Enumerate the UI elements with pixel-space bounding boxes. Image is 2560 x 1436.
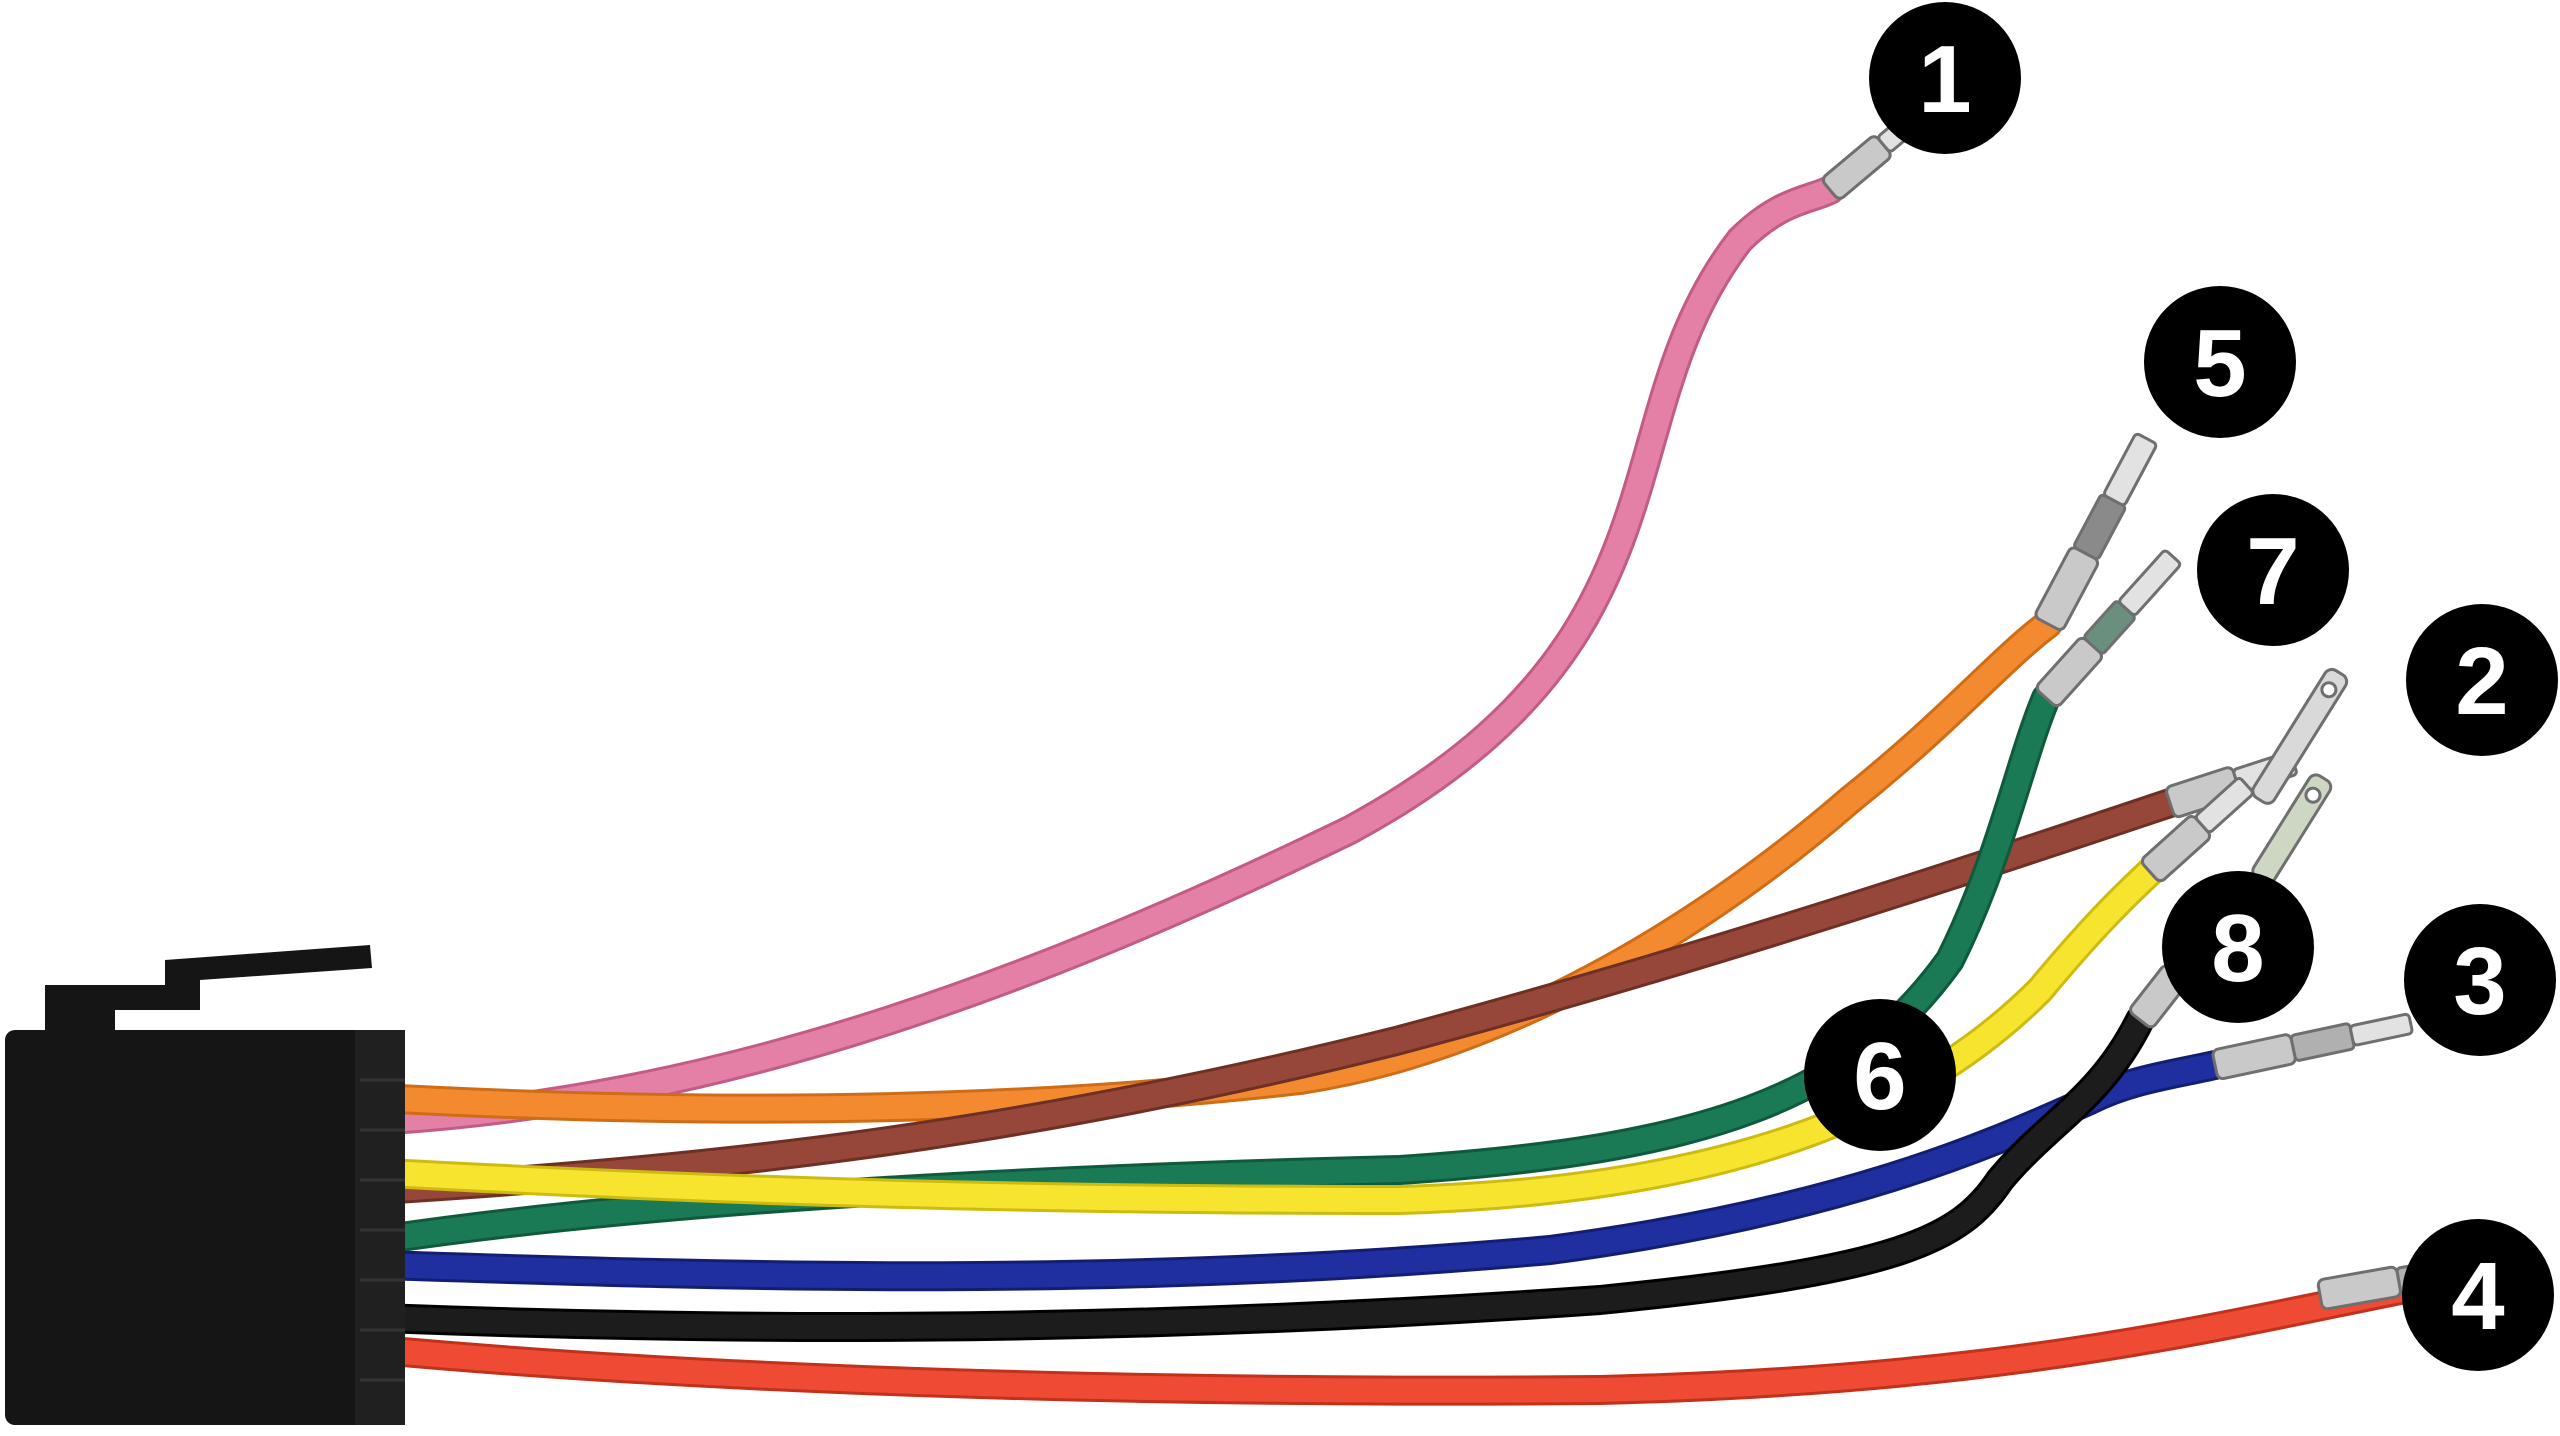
terminal-yellow: [2140, 776, 2254, 883]
badge-3: 3: [2404, 904, 2556, 1056]
badge-2: 2: [2406, 604, 2558, 756]
svg-text:7: 7: [2246, 518, 2299, 625]
number-badges: 1 5 7 2 8 3 6 4: [1804, 2, 2558, 1371]
badge-4: 4: [2402, 1219, 2554, 1371]
svg-text:3: 3: [2453, 928, 2506, 1035]
terminal-green: [2035, 549, 2182, 708]
wire-orange: [368, 612, 2060, 1121]
wire-yellow: [358, 860, 2162, 1213]
connector-latch: [45, 945, 372, 1040]
terminal-spade-2: [2251, 667, 2349, 805]
terminal-blue: [2211, 1012, 2414, 1081]
svg-text:5: 5: [2193, 310, 2246, 417]
wire-pink: [378, 178, 1842, 1132]
svg-text:6: 6: [1853, 1023, 1906, 1130]
badge-7: 7: [2197, 494, 2349, 646]
wires: [355, 175, 2535, 1406]
wire-brown: [368, 791, 2182, 1202]
svg-text:1: 1: [1918, 26, 1971, 133]
terminal-orange: [2034, 432, 2158, 631]
svg-text:2: 2: [2455, 628, 2508, 735]
svg-text:4: 4: [2451, 1243, 2504, 1350]
badge-5: 5: [2144, 286, 2296, 438]
badge-8: 8: [2162, 871, 2314, 1023]
wire-black: [368, 1008, 2152, 1339]
svg-text:8: 8: [2211, 895, 2264, 1002]
badge-1: 1: [1869, 2, 2021, 154]
connector-body: [5, 1030, 400, 1425]
badge-6: 6: [1804, 999, 1956, 1151]
iso-connector: [5, 945, 405, 1425]
